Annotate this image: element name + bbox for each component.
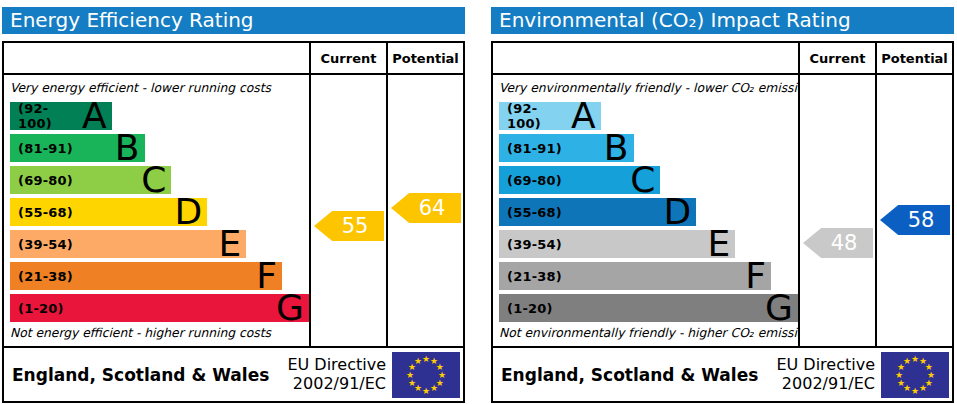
band-d: (55-68) D bbox=[10, 198, 207, 226]
region-label: England, Scotland & Wales bbox=[4, 365, 287, 385]
eu-directive-line2: 2002/91/EC bbox=[776, 375, 875, 394]
bands-chart: Very environmentally friendly - lower CO… bbox=[493, 75, 798, 346]
band-letter: G bbox=[276, 295, 304, 321]
band-range: (69-80) bbox=[18, 173, 73, 188]
band-letter: B bbox=[604, 135, 629, 161]
current-cell: 55 bbox=[309, 75, 386, 346]
band-g: (1-20) G bbox=[499, 294, 798, 322]
eu-directive-label: EU Directive 2002/91/EC bbox=[776, 356, 875, 394]
band-letter: C bbox=[141, 167, 166, 193]
band-a: (92-100) A bbox=[499, 102, 601, 130]
bands: (92-100) A (81-91) B (69-80) C (55-68) bbox=[10, 102, 309, 322]
band-letter: F bbox=[745, 263, 766, 289]
current-rating-arrow: 55 bbox=[314, 211, 384, 241]
potential-cell: 64 bbox=[386, 75, 463, 346]
energy-efficiency-panel: Energy Efficiency Rating Current Potenti… bbox=[2, 7, 465, 403]
potential-cell: 58 bbox=[875, 75, 952, 346]
band-range: (69-80) bbox=[507, 173, 562, 188]
band-range: (1-20) bbox=[507, 301, 553, 316]
potential-column-header: Potential bbox=[386, 43, 463, 73]
bottom-note: Not energy efficient - higher running co… bbox=[10, 326, 309, 340]
eu-flag-icon: ★ ★ ★ ★ ★ ★ ★ ★ ★ ★ ★ ★ bbox=[392, 352, 460, 398]
band-range: (55-68) bbox=[507, 205, 562, 220]
band-range: (81-91) bbox=[507, 141, 562, 156]
potential-rating-value: 58 bbox=[908, 208, 935, 232]
column-spacer bbox=[4, 43, 309, 73]
current-cell: 48 bbox=[798, 75, 875, 346]
bands-chart: Very energy efficient - lower running co… bbox=[4, 75, 309, 346]
potential-rating-arrow: 58 bbox=[880, 205, 950, 235]
eu-directive-line2: 2002/91/EC bbox=[287, 375, 386, 394]
potential-column-header: Potential bbox=[875, 43, 952, 73]
eu-directive-line1: EU Directive bbox=[776, 356, 875, 375]
column-header-row: Current Potential bbox=[493, 43, 952, 75]
panel-title: Environmental (CO₂) Impact Rating bbox=[491, 7, 954, 34]
rating-table: Current Potential Very energy efficient … bbox=[2, 41, 465, 403]
band-letter: A bbox=[82, 103, 107, 129]
band-letter: C bbox=[630, 167, 655, 193]
band-e: (39-54) E bbox=[10, 230, 246, 258]
band-range: (55-68) bbox=[18, 205, 73, 220]
bands: (92-100) A (81-91) B (69-80) C (55-68) bbox=[499, 102, 798, 322]
rating-table: Current Potential Very environmentally f… bbox=[491, 41, 954, 403]
band-c: (69-80) C bbox=[499, 166, 660, 194]
region-label: England, Scotland & Wales bbox=[493, 365, 776, 385]
band-letter: E bbox=[707, 231, 730, 257]
potential-rating-arrow: 64 bbox=[391, 193, 461, 223]
band-letter: G bbox=[765, 295, 793, 321]
band-c: (69-80) C bbox=[10, 166, 171, 194]
current-rating-value: 48 bbox=[831, 231, 858, 255]
band-range: (39-54) bbox=[507, 237, 562, 252]
rating-body: Very environmentally friendly - lower CO… bbox=[493, 75, 952, 346]
band-f: (21-38) F bbox=[499, 262, 771, 290]
panel-title: Energy Efficiency Rating bbox=[2, 7, 465, 34]
band-e: (39-54) E bbox=[499, 230, 735, 258]
band-range: (39-54) bbox=[18, 237, 73, 252]
band-letter: F bbox=[256, 263, 277, 289]
band-range: (81-91) bbox=[18, 141, 73, 156]
band-range: (92-100) bbox=[18, 101, 82, 131]
column-header-row: Current Potential bbox=[4, 43, 463, 75]
band-range: (21-38) bbox=[507, 269, 562, 284]
band-letter: D bbox=[664, 199, 692, 225]
footer-row: England, Scotland & Wales EU Directive 2… bbox=[4, 346, 463, 401]
band-range: (1-20) bbox=[18, 301, 64, 316]
band-b: (81-91) B bbox=[499, 134, 634, 162]
band-letter: A bbox=[571, 103, 596, 129]
environmental-impact-panel: Environmental (CO₂) Impact Rating Curren… bbox=[491, 7, 954, 403]
eu-directive-line1: EU Directive bbox=[287, 356, 386, 375]
band-d: (55-68) D bbox=[499, 198, 696, 226]
current-rating-arrow: 48 bbox=[803, 228, 873, 258]
band-letter: D bbox=[175, 199, 203, 225]
footer-row: England, Scotland & Wales EU Directive 2… bbox=[493, 346, 952, 401]
eu-directive-label: EU Directive 2002/91/EC bbox=[287, 356, 386, 394]
band-b: (81-91) B bbox=[10, 134, 145, 162]
current-rating-value: 55 bbox=[342, 214, 369, 238]
bottom-note: Not environmentally friendly - higher CO… bbox=[499, 326, 798, 340]
column-spacer bbox=[493, 43, 798, 73]
band-range: (21-38) bbox=[18, 269, 73, 284]
top-note: Very energy efficient - lower running co… bbox=[10, 81, 309, 95]
band-range: (92-100) bbox=[507, 101, 571, 131]
band-g: (1-20) G bbox=[10, 294, 309, 322]
band-f: (21-38) F bbox=[10, 262, 282, 290]
rating-body: Very energy efficient - lower running co… bbox=[4, 75, 463, 346]
band-a: (92-100) A bbox=[10, 102, 112, 130]
potential-rating-value: 64 bbox=[419, 196, 446, 220]
epc-charts: Energy Efficiency Rating Current Potenti… bbox=[0, 0, 957, 403]
top-note: Very environmentally friendly - lower CO… bbox=[499, 81, 798, 95]
current-column-header: Current bbox=[309, 43, 386, 73]
band-letter: B bbox=[115, 135, 140, 161]
band-letter: E bbox=[218, 231, 241, 257]
current-column-header: Current bbox=[798, 43, 875, 73]
eu-flag-icon: ★ ★ ★ ★ ★ ★ ★ ★ ★ ★ ★ ★ bbox=[881, 352, 949, 398]
